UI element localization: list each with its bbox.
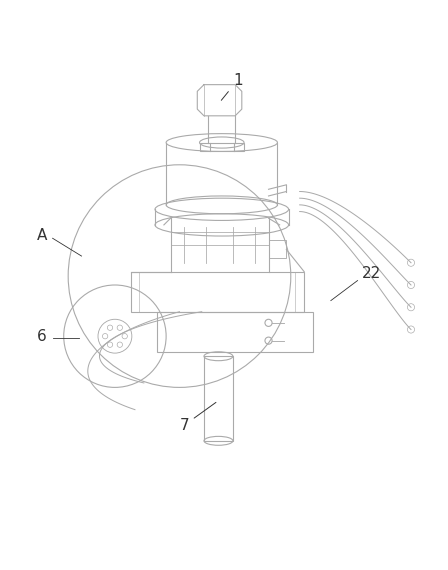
Text: 6: 6	[37, 329, 47, 344]
Text: 7: 7	[180, 402, 216, 433]
Bar	[268, 241, 286, 258]
Bar	[199, 142, 244, 150]
Text: 1: 1	[221, 72, 242, 100]
Bar	[157, 312, 313, 352]
Text: A: A	[37, 229, 47, 243]
Bar	[204, 356, 233, 441]
Bar	[130, 272, 304, 312]
Text: 22: 22	[362, 266, 381, 282]
